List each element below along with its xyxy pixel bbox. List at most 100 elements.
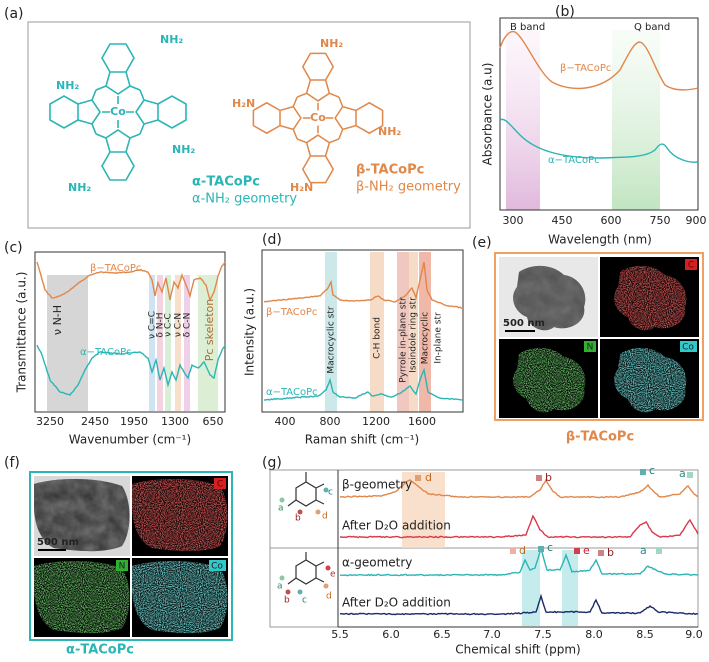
element-label: C xyxy=(217,480,223,490)
structure xyxy=(287,472,325,585)
assignment: C-H bond xyxy=(373,317,383,359)
shade xyxy=(325,252,337,412)
spectrum xyxy=(499,30,699,91)
panel-label: (g) xyxy=(262,455,282,471)
assignment: In-plane str xyxy=(434,312,444,364)
compound-name: β-TACoPc xyxy=(356,163,424,178)
scale-bar-label: 500 nm xyxy=(503,318,545,329)
caption: β-TACoPc xyxy=(566,430,634,445)
spectrum xyxy=(36,261,226,302)
band-shade xyxy=(506,30,540,210)
trace-label: β−TACoPc xyxy=(266,307,317,318)
x-tick-label: 2450 xyxy=(81,415,109,428)
x-tick-label: 1200 xyxy=(362,415,390,428)
assignment: δ N-H xyxy=(156,312,166,337)
element-label: N xyxy=(587,343,594,353)
x-tick-label: 8.0 xyxy=(585,628,603,641)
trace-label: After D₂O addition xyxy=(342,519,451,533)
trace-label: α−TACoPc xyxy=(548,155,600,166)
element-map xyxy=(499,339,598,418)
amine: NH₂ xyxy=(68,181,91,194)
amine: H₂N xyxy=(290,181,313,194)
panel-frame xyxy=(494,252,704,421)
structure-label: e xyxy=(330,570,336,580)
panel-frame xyxy=(29,471,233,641)
assignment: ν C=C xyxy=(148,311,158,339)
shade xyxy=(522,550,540,626)
x-axis-label: Raman shift (cm⁻¹) xyxy=(305,433,419,447)
x-tick-label: 750 xyxy=(650,214,671,227)
structure-label: d xyxy=(326,592,332,602)
peak-label: e xyxy=(583,544,590,557)
element-map xyxy=(600,339,699,418)
axes xyxy=(499,17,699,211)
spectrum xyxy=(339,478,699,499)
amine: NH₂ xyxy=(56,79,79,92)
shade xyxy=(370,252,384,412)
x-axis-label: Wavenumber (cm⁻¹) xyxy=(69,433,191,447)
metal: Co xyxy=(110,105,126,118)
amine: NH₂ xyxy=(160,33,183,46)
peak-label: b xyxy=(607,546,614,559)
element-label: N xyxy=(119,562,126,572)
shade xyxy=(402,472,445,548)
shade xyxy=(157,275,163,411)
axes xyxy=(261,249,464,413)
assignment: Macrocyclic xyxy=(421,312,431,364)
x-tick-label: 450 xyxy=(552,214,573,227)
panel-label: (a) xyxy=(4,6,24,22)
x-tick-label: 650 xyxy=(203,415,224,428)
shade xyxy=(409,252,418,412)
x-axis-label: Chemical shift (ppm) xyxy=(455,643,581,657)
spectrum xyxy=(339,514,699,539)
amine: NH₂ xyxy=(378,125,401,138)
tem-image xyxy=(34,476,130,556)
geometry: β-NH₂ geometry xyxy=(356,180,461,195)
caption: α-TACoPc xyxy=(66,643,134,658)
x-tick-label: 7.0 xyxy=(483,628,501,641)
shade xyxy=(47,275,88,411)
assignment: Pyrrole in-plane str xyxy=(399,297,409,383)
trace-label: β−TACoPc xyxy=(90,263,141,274)
x-tick-label: 1950 xyxy=(120,415,148,428)
peak-label: c xyxy=(649,464,655,477)
compound-name: α-TACoPc xyxy=(192,175,260,190)
amine: NH₂ xyxy=(172,143,195,156)
spectrum xyxy=(339,593,699,616)
element-map xyxy=(132,476,228,556)
metal: Co xyxy=(310,111,326,124)
peak-label: d xyxy=(519,544,526,557)
spectrum xyxy=(263,367,464,401)
x-tick-label: 800 xyxy=(320,415,341,428)
x-tick-label: 5.5 xyxy=(331,628,349,641)
trace-label: α−TACoPc xyxy=(80,347,132,358)
structure-label: b xyxy=(284,596,290,606)
x-tick-label: 1300 xyxy=(161,415,189,428)
y-axis-label: Intensity (a.u.) xyxy=(243,288,257,376)
x-tick-label: 8.5 xyxy=(636,628,654,641)
peak-label: b xyxy=(545,471,552,484)
band-label: B band xyxy=(510,22,545,33)
peak-label: a xyxy=(640,544,647,557)
panel-frame xyxy=(27,21,471,229)
peak-label: c xyxy=(547,541,553,554)
spectrum xyxy=(499,118,699,163)
assignment: Isoindole ring str xyxy=(409,297,419,373)
y-axis-label: Absorbance (a.u) xyxy=(481,63,495,166)
assignment: ν C-C xyxy=(164,313,174,337)
structure-label: c xyxy=(328,488,333,498)
trace-label: β-geometry xyxy=(342,478,412,492)
shade xyxy=(397,252,409,412)
x-tick-label: 6.5 xyxy=(433,628,451,641)
spectrum xyxy=(263,261,464,309)
structure-label: a xyxy=(277,582,283,592)
panel-label: (b) xyxy=(555,4,575,20)
x-tick-label: 900 xyxy=(686,214,707,227)
x-tick-label: 400 xyxy=(275,415,296,428)
x-tick-label: 6.0 xyxy=(382,628,400,641)
peak-label: a xyxy=(679,467,686,480)
scale-bar-label: 500 nm xyxy=(37,537,79,548)
x-tick-label: 7.5 xyxy=(534,628,552,641)
trace-label: After D₂O addition xyxy=(342,596,451,610)
